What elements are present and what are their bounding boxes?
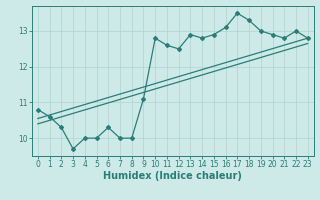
X-axis label: Humidex (Indice chaleur): Humidex (Indice chaleur) (103, 171, 242, 181)
